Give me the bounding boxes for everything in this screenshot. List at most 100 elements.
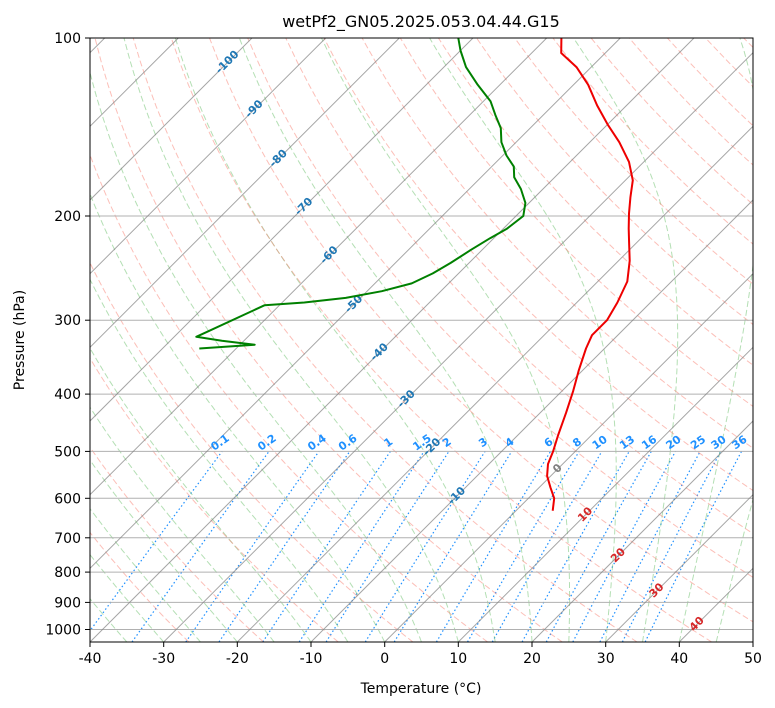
x-tick-label: -40 <box>79 651 102 667</box>
dry-adiabat-line <box>437 38 753 366</box>
x-axis-label: Temperature (°C) <box>360 681 482 697</box>
moist-adiabat-line <box>238 38 533 642</box>
mixing-ratio-line <box>90 451 223 632</box>
mixing-ratio-line <box>393 451 513 642</box>
y-tick-label: 100 <box>54 31 81 47</box>
plot-frame <box>89 37 754 643</box>
mixing-ratio-label: 36 <box>729 433 749 453</box>
dry-adiabat-lines <box>90 38 753 642</box>
chart-title: wetPf2_GN05.2025.053.04.44.G15 <box>282 12 560 32</box>
isotherm-line <box>236 125 753 642</box>
isotherm-line <box>90 38 474 422</box>
moist-adiabat-line <box>321 38 571 642</box>
mixing-ratio-line <box>545 451 652 642</box>
mixing-ratio-label: 3 <box>476 435 490 450</box>
x-tick-label: 0 <box>380 651 389 667</box>
isotherm-line <box>457 346 753 642</box>
moist-adiabat-line <box>90 459 238 642</box>
isotherm-line <box>90 38 548 496</box>
mixing-ratio-label: 8 <box>570 435 584 450</box>
profile-series <box>195 38 634 511</box>
mixing-ratio-line <box>572 451 677 642</box>
y-tick-label: 600 <box>54 491 81 507</box>
moist-adiabat-line <box>90 507 201 642</box>
isotherm-line <box>90 38 327 275</box>
isotherm-line <box>90 38 695 642</box>
dry-adiabat-line <box>90 531 190 642</box>
y-tick-label: 700 <box>54 531 81 547</box>
moist-adiabat-line <box>90 598 128 642</box>
isotherm-lines <box>90 38 753 642</box>
temperature-line <box>546 38 634 511</box>
isotherm-line <box>678 567 753 642</box>
mixing-ratio-line <box>262 451 391 642</box>
dry-adiabat-line <box>399 38 753 408</box>
mixing-ratio-label: 0.2 <box>255 432 278 454</box>
dry-adiabat-line <box>667 38 753 127</box>
isotherm-line <box>310 199 753 642</box>
dry-adiabat-line <box>94 38 563 642</box>
isotherm-line <box>605 493 753 642</box>
moist-adiabat-line <box>678 38 753 642</box>
dewpoint-line <box>195 38 527 350</box>
isotherm-line <box>90 38 253 201</box>
y-tick-label: 400 <box>54 387 81 403</box>
moist-adiabat-lines <box>90 38 753 642</box>
mixing-ratio-line <box>521 451 630 642</box>
dry-adiabat-line <box>247 38 753 578</box>
mixing-ratio-line <box>621 451 722 642</box>
x-tick-label: 20 <box>523 651 541 667</box>
moist-adiabat-line <box>174 38 496 642</box>
x-tick-label: 50 <box>744 651 762 667</box>
mixing-ratio-label: 30 <box>709 433 729 453</box>
moist-adiabat-line <box>715 497 753 642</box>
x-tick-label: -20 <box>226 651 249 667</box>
mixing-ratio-label: 16 <box>639 433 659 453</box>
isotherm-line <box>531 420 753 642</box>
mixing-ratio-line <box>298 451 425 642</box>
y-tick-label: 900 <box>54 595 81 611</box>
y-tick-label: 500 <box>54 444 81 460</box>
dry-adiabat-line <box>705 38 753 88</box>
dry-adiabat-line <box>514 38 753 285</box>
mixing-ratio-line <box>325 451 450 642</box>
moist-adiabat-line <box>123 38 459 642</box>
moist-adiabat-line <box>90 553 165 642</box>
mixing-ratio-line <box>185 451 320 642</box>
mixing-ratio-label: 10 <box>590 433 610 453</box>
mixing-ratio-label: 1 <box>382 435 396 450</box>
mixing-ratio-label: 20 <box>663 433 683 453</box>
mixing-ratio-label: 0.4 <box>305 431 329 453</box>
dry-adiabat-line <box>90 357 339 642</box>
isotherm-line <box>90 38 621 570</box>
x-tick-label: -10 <box>300 651 323 667</box>
y-tick-label: 800 <box>54 565 81 581</box>
dry-adiabat-line <box>132 38 638 642</box>
mixing-ratio-label: 25 <box>688 433 708 452</box>
dry-adiabat-line <box>170 38 712 642</box>
dry-adiabat-line <box>209 38 753 623</box>
moist-adiabat-line <box>90 278 349 642</box>
mixing-ratio-label: 13 <box>617 433 637 452</box>
line-labels: 0.1 0.2 0.4 0.6 1 1.5 2 3 4 6 8 10 13 16 20 25 30 36-100-… <box>208 48 749 634</box>
y-tick-label: 200 <box>54 209 81 225</box>
moist-adiabat-line <box>90 70 422 642</box>
isotherm-line <box>752 641 753 642</box>
x-tick-label: 10 <box>449 651 467 667</box>
mixing-ratio-line <box>466 451 580 642</box>
dry-adiabat-line <box>743 38 753 49</box>
y-tick-label: 300 <box>54 313 81 329</box>
y-tick-label: 1000 <box>45 623 81 639</box>
mixing-ratio-label: 0.1 <box>208 432 231 454</box>
moist-adiabat-line <box>90 406 275 642</box>
isotherm-line <box>163 51 753 642</box>
dry-adiabat-line <box>90 153 488 642</box>
x-tick-label: 40 <box>670 651 688 667</box>
mixing-ratio-line <box>644 451 743 642</box>
x-tick-label: -30 <box>152 651 175 667</box>
isotherm-line <box>384 272 753 642</box>
mixing-ratio-line <box>435 451 552 642</box>
mixing-ratio-line <box>218 451 351 642</box>
